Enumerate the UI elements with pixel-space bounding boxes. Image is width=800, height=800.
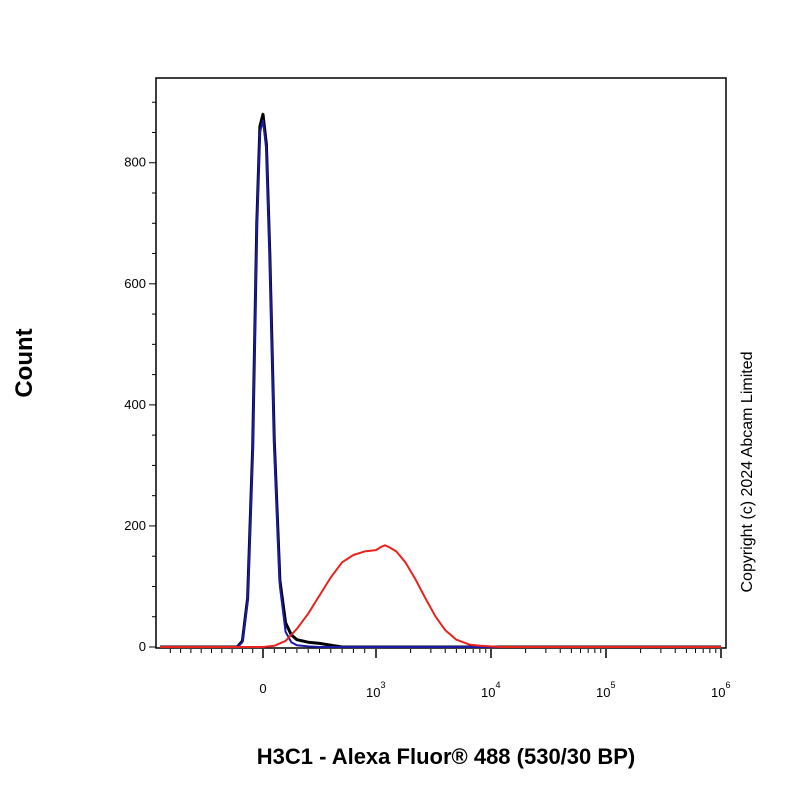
histogram-series-1: [160, 112, 721, 649]
copyright-notice: Copyright (c) 2024 Abcam Limited: [739, 352, 756, 593]
x-axis: 0 103 104 105 106: [169, 649, 730, 700]
plot-frame: [155, 77, 727, 649]
y-axis-title: Count: [11, 328, 38, 397]
x-tick-label: 106: [711, 680, 730, 700]
histogram-series-3: [160, 544, 721, 648]
x-axis-title: H3C1 - Alexa Fluor® 488 (530/30 BP): [257, 744, 636, 769]
x-tick-label: 105: [596, 680, 615, 700]
y-tick-label: 600: [124, 276, 146, 291]
x-tick-label: 103: [366, 680, 385, 700]
y-tick-label: 0: [139, 639, 146, 654]
series-layer: [160, 112, 721, 649]
x-tick-label: 0: [259, 681, 266, 696]
y-axis: 0 200 400 600 800: [124, 101, 156, 654]
y-tick-label: 800: [124, 155, 146, 170]
histogram-series-2: [160, 119, 721, 648]
x-tick-label: 104: [481, 680, 500, 700]
y-tick-label: 400: [124, 397, 146, 412]
y-tick-label: 200: [124, 518, 146, 533]
